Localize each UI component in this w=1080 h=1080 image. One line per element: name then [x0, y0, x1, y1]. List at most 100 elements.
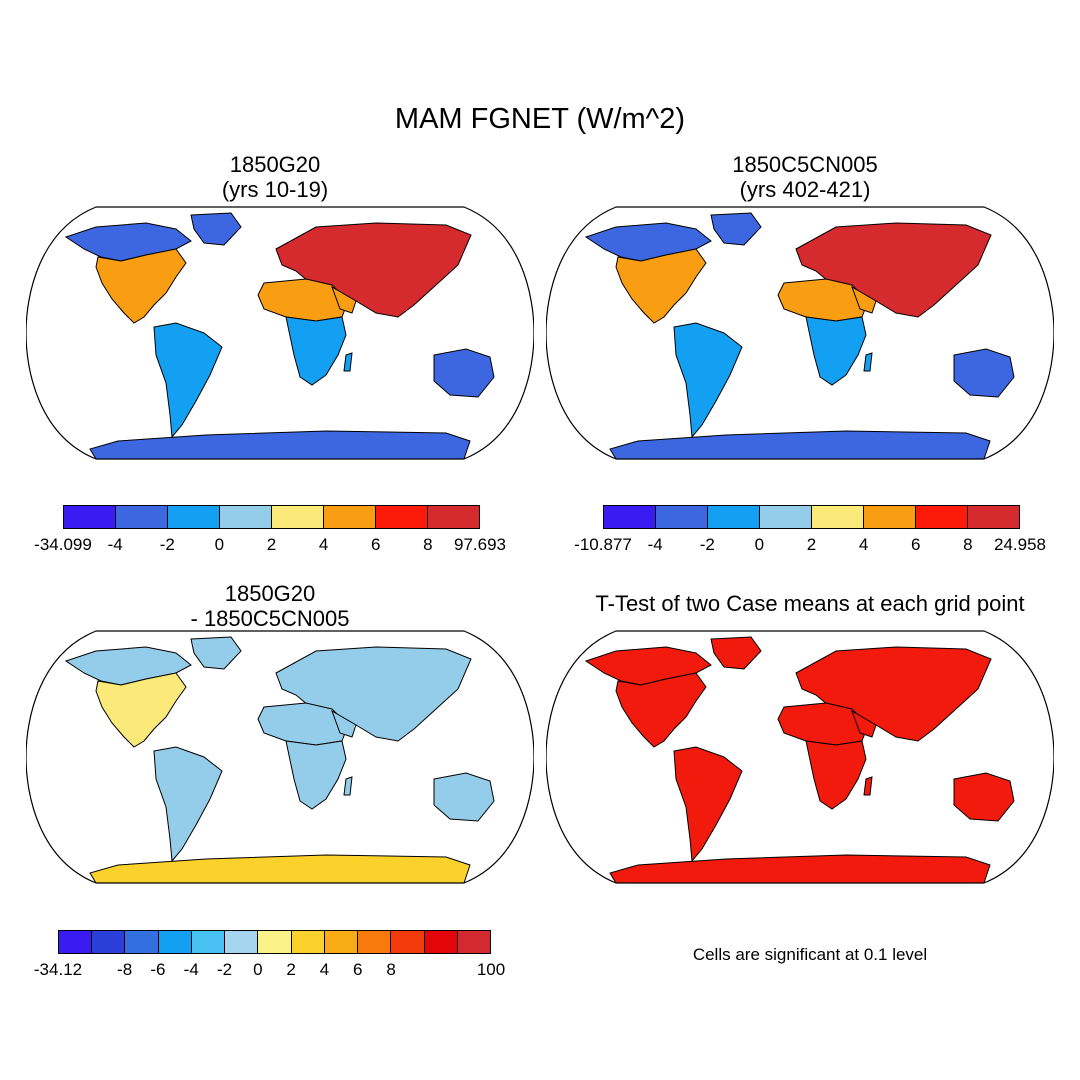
colorbar-swatch	[258, 931, 292, 953]
colorbar-swatch	[59, 931, 93, 953]
map-frame	[546, 206, 1054, 460]
colorbar-tick-label: -34.099	[34, 535, 92, 554]
panel-1-title-line1: 1850G20	[229, 152, 321, 177]
region-north-america	[95, 672, 187, 748]
colorbar-tick-label: 4	[318, 535, 329, 554]
region-madagascar	[343, 776, 353, 796]
colorbar-tick-label: 24.958	[994, 535, 1046, 554]
colorbar-tick-label: -10.877	[574, 535, 632, 554]
region-africa-south	[805, 740, 867, 810]
region-antarctica	[89, 430, 471, 459]
colorbar-swatch	[428, 506, 479, 528]
colorbar-swatch	[656, 506, 708, 528]
colorbar-panel-2	[603, 505, 1020, 529]
region-greenland	[190, 636, 242, 670]
colorbar-swatch	[324, 506, 376, 528]
colorbar-tick-label: -2	[699, 535, 715, 554]
region-africa-south	[285, 316, 347, 386]
panel-4-title-line1: T-Test of two Case means at each grid po…	[595, 591, 1025, 616]
colorbar-swatch	[64, 506, 116, 528]
colorbar-tick-label: 4	[858, 535, 869, 554]
region-north-america	[615, 248, 707, 324]
colorbar-tick-label: -2	[216, 960, 233, 979]
colorbar-tick-label: 0	[253, 960, 263, 979]
colorbar-tick-label: 2	[286, 960, 296, 979]
colorbar-swatch	[864, 506, 916, 528]
region-arabia	[851, 709, 877, 738]
colorbar-tick-label: -4	[647, 535, 663, 554]
colorbar-tick-label: 8	[963, 535, 973, 554]
colorbar-tick-label: 97.693	[454, 535, 506, 554]
colorbar-panel-1	[63, 505, 480, 529]
region-australia	[433, 772, 495, 822]
region-eurasia	[795, 222, 992, 318]
panel-2-title-line1: 1850C5CN005	[732, 152, 878, 177]
colorbar-tick-label: 0	[214, 535, 225, 554]
region-north-america	[615, 672, 707, 748]
panel-1-title-line2: (yrs 10-19)	[221, 177, 329, 202]
region-madagascar	[863, 776, 873, 796]
region-eurasia	[275, 646, 472, 742]
map-frame	[26, 206, 534, 460]
region-antarctica	[89, 854, 471, 883]
map-panel-3	[26, 630, 534, 884]
region-south-america	[153, 746, 223, 863]
region-greenland	[190, 212, 242, 246]
colorbar-swatch	[391, 931, 425, 953]
colorbar-tick-label: -4	[107, 535, 123, 554]
region-greenland	[710, 636, 762, 670]
colorbar-swatch	[191, 931, 226, 953]
panel-3-title: 1850G20 - 1850C5CN005	[120, 581, 420, 631]
panel-2-title-line2: (yrs 402-421)	[739, 177, 871, 202]
map-frame	[26, 630, 534, 884]
region-australia	[953, 348, 1015, 398]
colorbar-tick-label: 0	[754, 535, 765, 554]
colorbar-tick-label: -6	[150, 960, 166, 979]
colorbar-tick-label: 6	[353, 960, 363, 979]
colorbar-swatch	[424, 931, 458, 953]
colorbar-swatch	[968, 506, 1019, 528]
colorbar-swatch	[916, 506, 968, 528]
panel-3-title-line2: - 1850C5CN005	[190, 606, 350, 631]
colorbar-tick-label: 100	[476, 960, 506, 979]
colorbar-tick-label: 4	[319, 960, 330, 979]
region-africa-south	[805, 316, 867, 386]
significance-note: Cells are significant at 0.1 level	[692, 945, 928, 964]
region-south-america	[673, 322, 743, 439]
colorbar-swatch	[376, 506, 428, 528]
colorbar-panel-2-labels: -10.877 -4 -2 0 2 4 6 8 24.958	[574, 535, 1046, 557]
colorbar-panel-3	[58, 930, 491, 954]
region-arabia	[331, 285, 357, 314]
colorbar-swatch	[225, 931, 259, 953]
panel-2-title: 1850C5CN005 (yrs 402-421)	[655, 152, 955, 202]
map-panel-2	[546, 206, 1054, 460]
colorbar-tick-label: -8	[117, 960, 133, 979]
colorbar-swatch	[158, 931, 192, 953]
colorbar-tick-label: -4	[183, 960, 199, 979]
colorbar-swatch	[812, 506, 864, 528]
region-arabia	[331, 709, 357, 738]
region-africa-south	[285, 740, 347, 810]
region-eurasia	[795, 646, 992, 742]
colorbar-swatch	[125, 931, 159, 953]
region-arabia	[851, 285, 877, 314]
colorbar-tick-label: 2	[266, 535, 277, 554]
map-panel-4	[546, 630, 1054, 884]
colorbar-swatch	[168, 506, 220, 528]
colorbar-tick-label: -2	[159, 535, 175, 554]
region-madagascar	[343, 352, 353, 372]
colorbar-panel-1-labels: -34.099 -4 -2 0 2 4 6 8 97.693	[34, 535, 506, 557]
colorbar-swatch	[324, 931, 359, 953]
colorbar-swatch	[92, 931, 126, 953]
colorbar-swatch	[760, 506, 812, 528]
region-north-america	[95, 248, 187, 324]
colorbar-swatch	[272, 506, 324, 528]
colorbar-swatch	[291, 931, 325, 953]
map-panel-1	[26, 206, 534, 460]
colorbar-tick-label: -34.12	[33, 960, 83, 979]
colorbar-tick-label: 6	[911, 535, 921, 554]
panel-3-title-line1: 1850G20	[224, 581, 316, 606]
region-antarctica	[609, 854, 991, 883]
panel-4-title: T-Test of two Case means at each grid po…	[540, 591, 1080, 616]
colorbar-swatch	[604, 506, 656, 528]
